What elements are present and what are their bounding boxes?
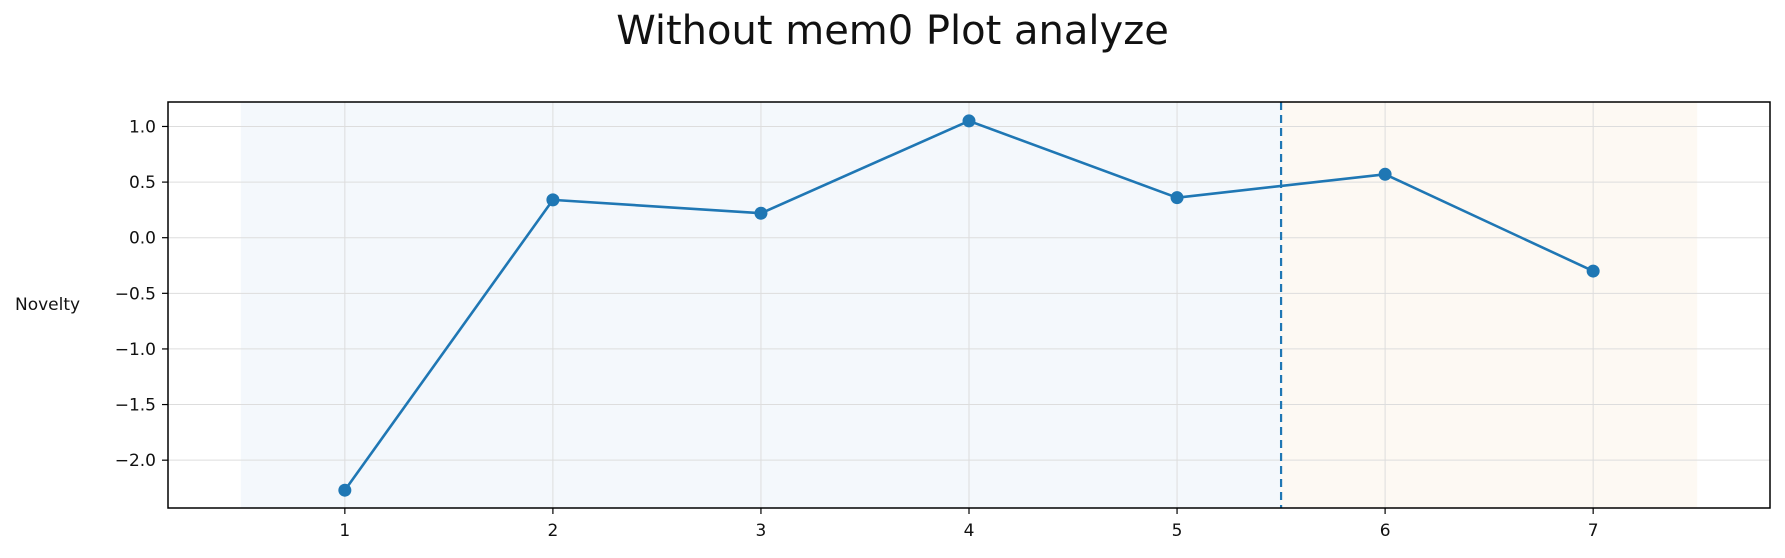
- x-axis-ticks: 1 2 3 4 5 6 7: [339, 508, 1599, 541]
- x-tick-label-2: 2: [547, 521, 558, 541]
- data-point-6: [1378, 167, 1392, 181]
- x-tick-label-6: 6: [1380, 521, 1391, 541]
- chart-title: Without mem0 Plot analyze: [616, 8, 1169, 54]
- y-tick-label-3: 0.0: [129, 229, 156, 249]
- y-tick-label-6: −1.5: [115, 396, 156, 416]
- y-axis-label: Novelty: [15, 295, 80, 315]
- data-point-7: [1586, 264, 1600, 278]
- y-tick-label-7: −2.0: [115, 451, 156, 471]
- x-tick-label-1: 1: [339, 521, 350, 541]
- data-point-5: [1170, 191, 1184, 205]
- y-axis-ticks: 1.0 0.5 0.0 −0.5 −1.0 −1.5 −2.0: [115, 117, 168, 471]
- x-tick-label-4: 4: [964, 521, 975, 541]
- x-tick-label-5: 5: [1172, 521, 1183, 541]
- y-tick-label-1: 1.0: [129, 117, 156, 137]
- x-tick-label-7: 7: [1588, 521, 1599, 541]
- data-point-1: [338, 483, 352, 497]
- y-tick-label-4: −0.5: [115, 284, 156, 304]
- data-point-4: [962, 114, 976, 128]
- data-point-2: [546, 193, 560, 207]
- shaded-region-2: [1281, 102, 1698, 508]
- y-tick-label-5: −1.0: [115, 340, 156, 360]
- series-group: [338, 114, 1600, 497]
- y-tick-label-2: 0.5: [129, 173, 156, 193]
- x-tick-label-3: 3: [756, 521, 767, 541]
- data-point-3: [754, 206, 768, 220]
